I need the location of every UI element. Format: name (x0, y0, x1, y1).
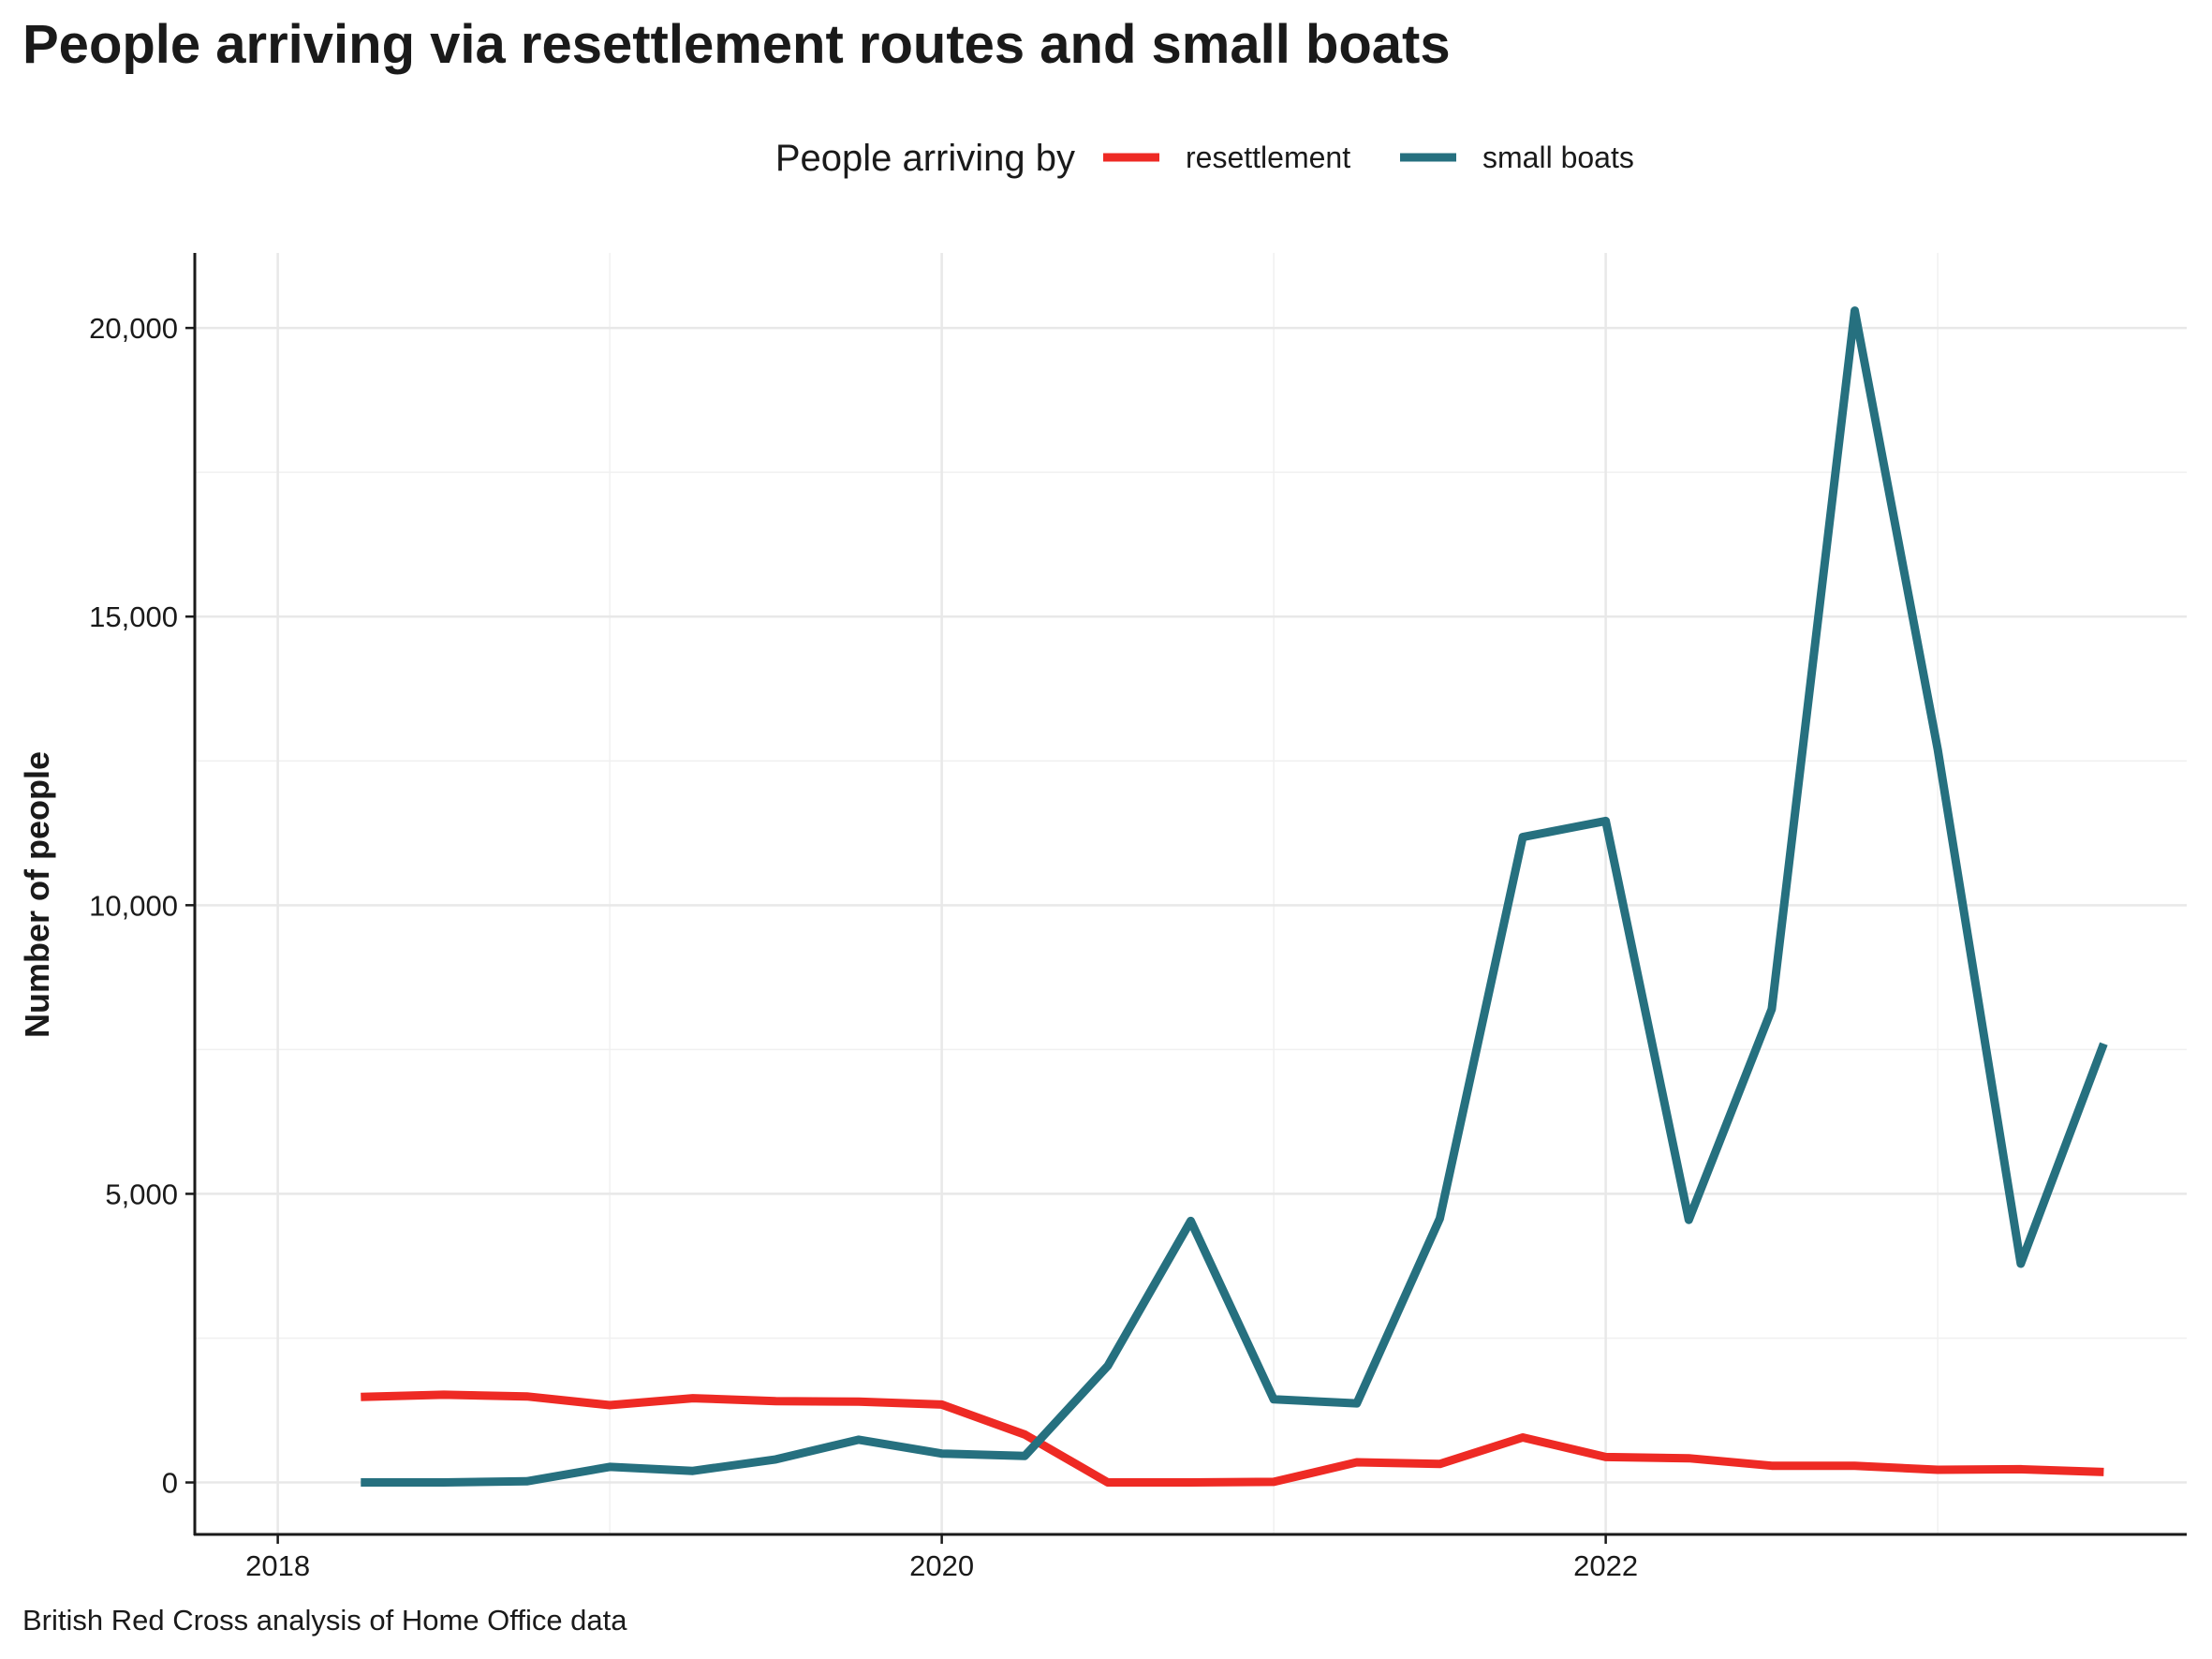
y-axis-title: Number of people (18, 751, 56, 1038)
data-point-resettlement (774, 1400, 776, 1402)
data-point-resettlement (360, 1396, 361, 1398)
legend-label-small-boats: small boats (1482, 141, 1634, 174)
data-point-small-boats (2102, 1043, 2104, 1044)
data-point-small-boats (692, 1470, 694, 1472)
data-point-resettlement (609, 1404, 611, 1406)
axes (193, 253, 2187, 1536)
legend-title: People arriving by (775, 138, 1075, 179)
data-point-small-boats (1937, 748, 1939, 750)
data-point-small-boats (1024, 1455, 1025, 1457)
series-line-resettlement (361, 1390, 2104, 1487)
data-point-small-boats (1688, 1219, 1689, 1221)
data-point-small-boats (1605, 820, 1607, 822)
data-point-resettlement (858, 1400, 860, 1402)
data-point-small-boats (1190, 1220, 1192, 1222)
data-point-resettlement (2102, 1471, 2104, 1473)
data-point-small-boats (2020, 1263, 2022, 1265)
data-point-small-boats (1522, 837, 1524, 838)
data-point-resettlement (1356, 1461, 1358, 1463)
data-point-resettlement (692, 1398, 694, 1400)
data-point-resettlement (1605, 1456, 1607, 1458)
data-point-resettlement (2020, 1468, 2022, 1470)
data-point-small-boats (941, 1453, 943, 1455)
data-point-resettlement (1107, 1482, 1109, 1484)
data-point-resettlement (443, 1394, 445, 1396)
y-tick-label: 5,000 (105, 1178, 178, 1210)
y-tick-label: 15,000 (89, 600, 178, 633)
data-point-resettlement (1438, 1463, 1440, 1465)
data-point-resettlement (1937, 1469, 1939, 1471)
data-point-small-boats (1854, 310, 1856, 312)
data-point-resettlement (1522, 1436, 1524, 1438)
y-tick-label: 20,000 (89, 312, 178, 345)
data-point-resettlement (1688, 1458, 1689, 1459)
data-point-resettlement (1190, 1482, 1192, 1484)
data-point-small-boats (1273, 1399, 1275, 1400)
legend-label-resettlement: resettlement (1186, 141, 1350, 174)
data-point-small-boats (1438, 1218, 1440, 1220)
y-tick-label: 0 (162, 1467, 178, 1500)
data-point-resettlement (1771, 1465, 1773, 1467)
data-point-small-boats (609, 1466, 611, 1468)
x-tick-label: 2022 (1573, 1549, 1638, 1582)
data-point-small-boats (1107, 1365, 1109, 1367)
data-point-small-boats (526, 1480, 528, 1482)
y-axis-ticks: 0 5,000 10,000 15,000 20,000 (89, 312, 195, 1500)
data-point-small-boats (443, 1482, 445, 1484)
x-tick-label: 2020 (909, 1549, 974, 1582)
x-tick-label: 2018 (245, 1549, 310, 1582)
data-point-small-boats (858, 1439, 860, 1441)
x-axis-ticks: 2018 2020 2022 (245, 1534, 1638, 1582)
data-point-small-boats (774, 1459, 776, 1460)
data-point-small-boats (1356, 1402, 1358, 1404)
minor-gridlines (195, 253, 2187, 1534)
chart-title: People arriving via resettlement routes … (22, 14, 1451, 75)
data-point-resettlement (1854, 1465, 1856, 1467)
data-point-resettlement (941, 1403, 943, 1405)
series-line-small-boats (361, 306, 2108, 1487)
data-point-resettlement (526, 1396, 528, 1398)
legend: People arriving by resettlement small boat… (775, 138, 1634, 179)
data-point-small-boats (1771, 1008, 1773, 1010)
source-caption: British Red Cross analysis of Home Offic… (22, 1604, 627, 1637)
major-gridlines (195, 253, 2187, 1534)
data-point-small-boats (360, 1482, 361, 1484)
data-point-resettlement (1024, 1433, 1025, 1435)
series-lines (360, 306, 2108, 1487)
data-point-resettlement (1273, 1481, 1275, 1483)
y-tick-label: 10,000 (89, 889, 178, 922)
